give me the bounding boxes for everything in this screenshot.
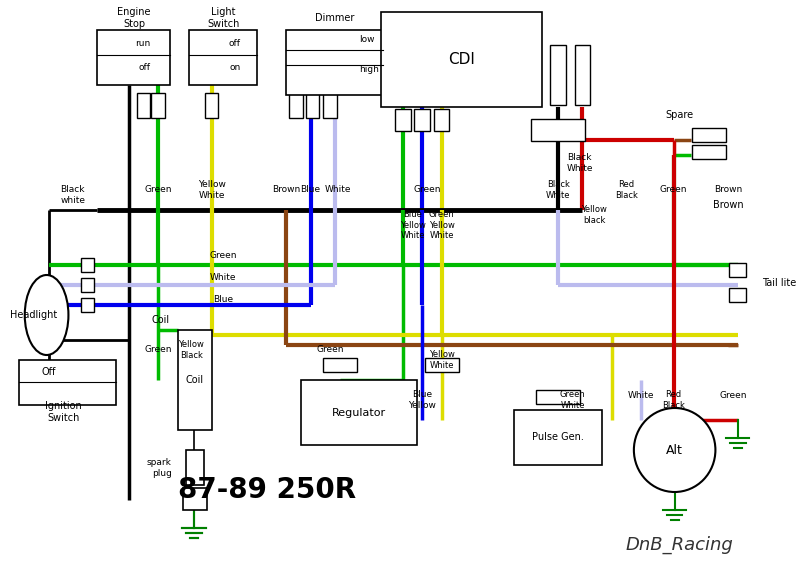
Text: Blue
Yellow: Blue Yellow <box>408 390 436 410</box>
Bar <box>177 330 212 430</box>
Text: Green
Yellow
White: Green Yellow White <box>429 210 455 240</box>
Bar <box>323 358 356 372</box>
Text: Spare: Spare <box>666 110 694 120</box>
Text: Yellow
White: Yellow White <box>197 180 225 200</box>
Bar <box>531 119 585 141</box>
Text: off: off <box>138 64 150 72</box>
Bar <box>301 380 417 445</box>
Text: on: on <box>229 64 240 72</box>
Text: Dimmer: Dimmer <box>316 13 355 23</box>
Text: 87-89 250R: 87-89 250R <box>178 476 356 504</box>
Text: spark
plug: spark plug <box>147 458 172 478</box>
Text: Red
Black: Red Black <box>662 390 685 410</box>
Bar <box>186 450 204 485</box>
Bar <box>692 145 725 159</box>
Bar <box>306 92 320 118</box>
Text: Black
white: Black white <box>60 185 85 205</box>
Text: Yellow
White: Yellow White <box>429 350 455 370</box>
Text: Brown: Brown <box>714 185 742 195</box>
Text: Ignition
Switch: Ignition Switch <box>45 401 81 423</box>
Text: Headlight: Headlight <box>10 310 57 320</box>
Bar <box>395 109 411 131</box>
Bar <box>425 358 459 372</box>
Text: Green: Green <box>145 346 172 355</box>
Text: White: White <box>324 185 351 195</box>
Bar <box>205 92 218 118</box>
Bar <box>81 298 94 312</box>
Bar <box>184 488 207 510</box>
Text: Off: Off <box>42 367 56 377</box>
Text: Pulse Gen.: Pulse Gen. <box>532 432 584 443</box>
Text: Engine
Stop: Engine Stop <box>117 7 151 29</box>
Text: Black
White: Black White <box>546 180 570 200</box>
Ellipse shape <box>25 275 69 355</box>
Text: Red
Black: Red Black <box>614 180 638 200</box>
Circle shape <box>634 408 715 492</box>
Bar <box>415 109 430 131</box>
Bar <box>434 109 450 131</box>
Bar <box>551 45 566 105</box>
Bar <box>152 92 165 118</box>
Text: Green: Green <box>145 185 172 195</box>
Text: Brown: Brown <box>713 200 743 210</box>
Bar <box>574 45 590 105</box>
Bar <box>81 278 94 292</box>
Bar <box>692 128 725 142</box>
Bar <box>97 30 170 85</box>
Text: Blue: Blue <box>213 296 233 304</box>
Text: CDI: CDI <box>448 52 475 67</box>
Bar <box>515 410 602 465</box>
Bar <box>189 30 257 85</box>
Bar <box>729 288 746 302</box>
Text: Green: Green <box>660 185 687 195</box>
Text: Green: Green <box>413 185 441 195</box>
Text: Black
White: Black White <box>566 153 593 173</box>
Text: Light
Switch: Light Switch <box>207 7 240 29</box>
Text: low: low <box>360 36 375 45</box>
Text: high: high <box>360 65 379 75</box>
Bar <box>289 92 303 118</box>
Text: Alt: Alt <box>666 444 683 456</box>
Text: Green: Green <box>316 346 344 355</box>
Text: White: White <box>627 390 654 400</box>
Text: Blue
Yellow
White: Blue Yellow White <box>400 210 426 240</box>
Text: Brown: Brown <box>272 185 300 195</box>
Bar <box>536 390 580 404</box>
Text: Coil: Coil <box>185 375 204 385</box>
Text: run: run <box>135 38 150 48</box>
Text: Yellow
Black: Yellow Black <box>178 340 205 360</box>
Bar <box>729 263 746 277</box>
Text: White: White <box>210 273 237 282</box>
Bar <box>286 30 384 95</box>
Text: Regulator: Regulator <box>332 408 386 417</box>
Bar <box>137 92 150 118</box>
Text: Green: Green <box>209 250 237 259</box>
Text: DnB_Racing: DnB_Racing <box>626 536 733 554</box>
Bar <box>324 92 337 118</box>
Text: Yellow
black: Yellow black <box>581 205 607 224</box>
Text: Blue: Blue <box>300 185 320 195</box>
Text: Tail lite: Tail lite <box>762 278 797 288</box>
Text: Green: Green <box>719 390 746 400</box>
Text: Coil: Coil <box>152 315 170 325</box>
Bar <box>81 258 94 272</box>
Bar <box>19 360 117 405</box>
Text: off: off <box>229 38 240 48</box>
Bar <box>381 12 542 107</box>
Text: Green
White: Green White <box>560 390 586 410</box>
